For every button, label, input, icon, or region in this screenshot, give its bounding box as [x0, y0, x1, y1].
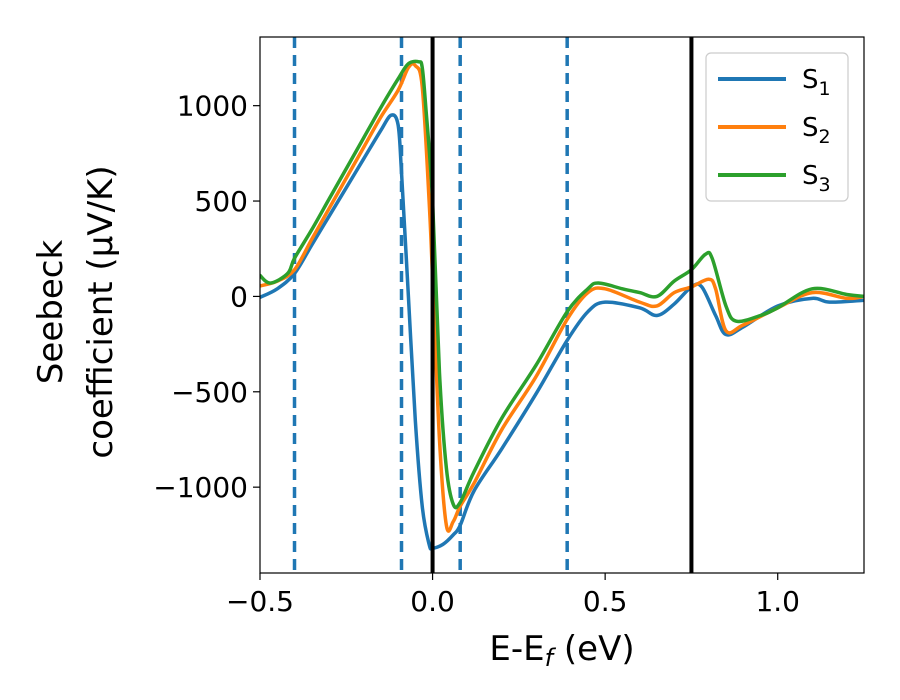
legend: S1 S2 S3: [705, 52, 849, 202]
axes: −0.5 0.0 0.5 1.0 −1000 −500 0 500 1000: [153, 36, 865, 618]
series-line-s3: [260, 59, 864, 510]
plot-frame: [259, 36, 865, 574]
legend-label-s3: S3: [802, 161, 831, 196]
x-tick-label: 0.5: [583, 585, 628, 618]
legend-label-s1: S1: [802, 65, 831, 100]
x-tick-label: 0.0: [410, 585, 455, 618]
y-axis-label-line1: Seebeck: [31, 240, 71, 385]
x-axis-label: E-Ef (eV): [489, 629, 634, 672]
y-tick-label: 0: [230, 280, 248, 313]
series-line-s1: [260, 113, 864, 551]
legend-label-s2: S2: [802, 113, 831, 148]
x-tick-label: 1.0: [755, 585, 800, 618]
y-tick-label: 500: [195, 185, 248, 218]
y-tick-label: 1000: [177, 90, 248, 123]
y-tick-label: −500: [171, 376, 248, 409]
y-tick-label: −1000: [153, 471, 248, 504]
series-line-s2: [260, 61, 864, 533]
y-axis-label-line2: coefficient (μV/K): [81, 165, 121, 458]
axis-titles: E-Ef (eV) Seebeck coefficient (μV/K): [31, 165, 635, 672]
plot-content: [260, 37, 864, 573]
x-tick-label: −0.5: [226, 585, 294, 618]
